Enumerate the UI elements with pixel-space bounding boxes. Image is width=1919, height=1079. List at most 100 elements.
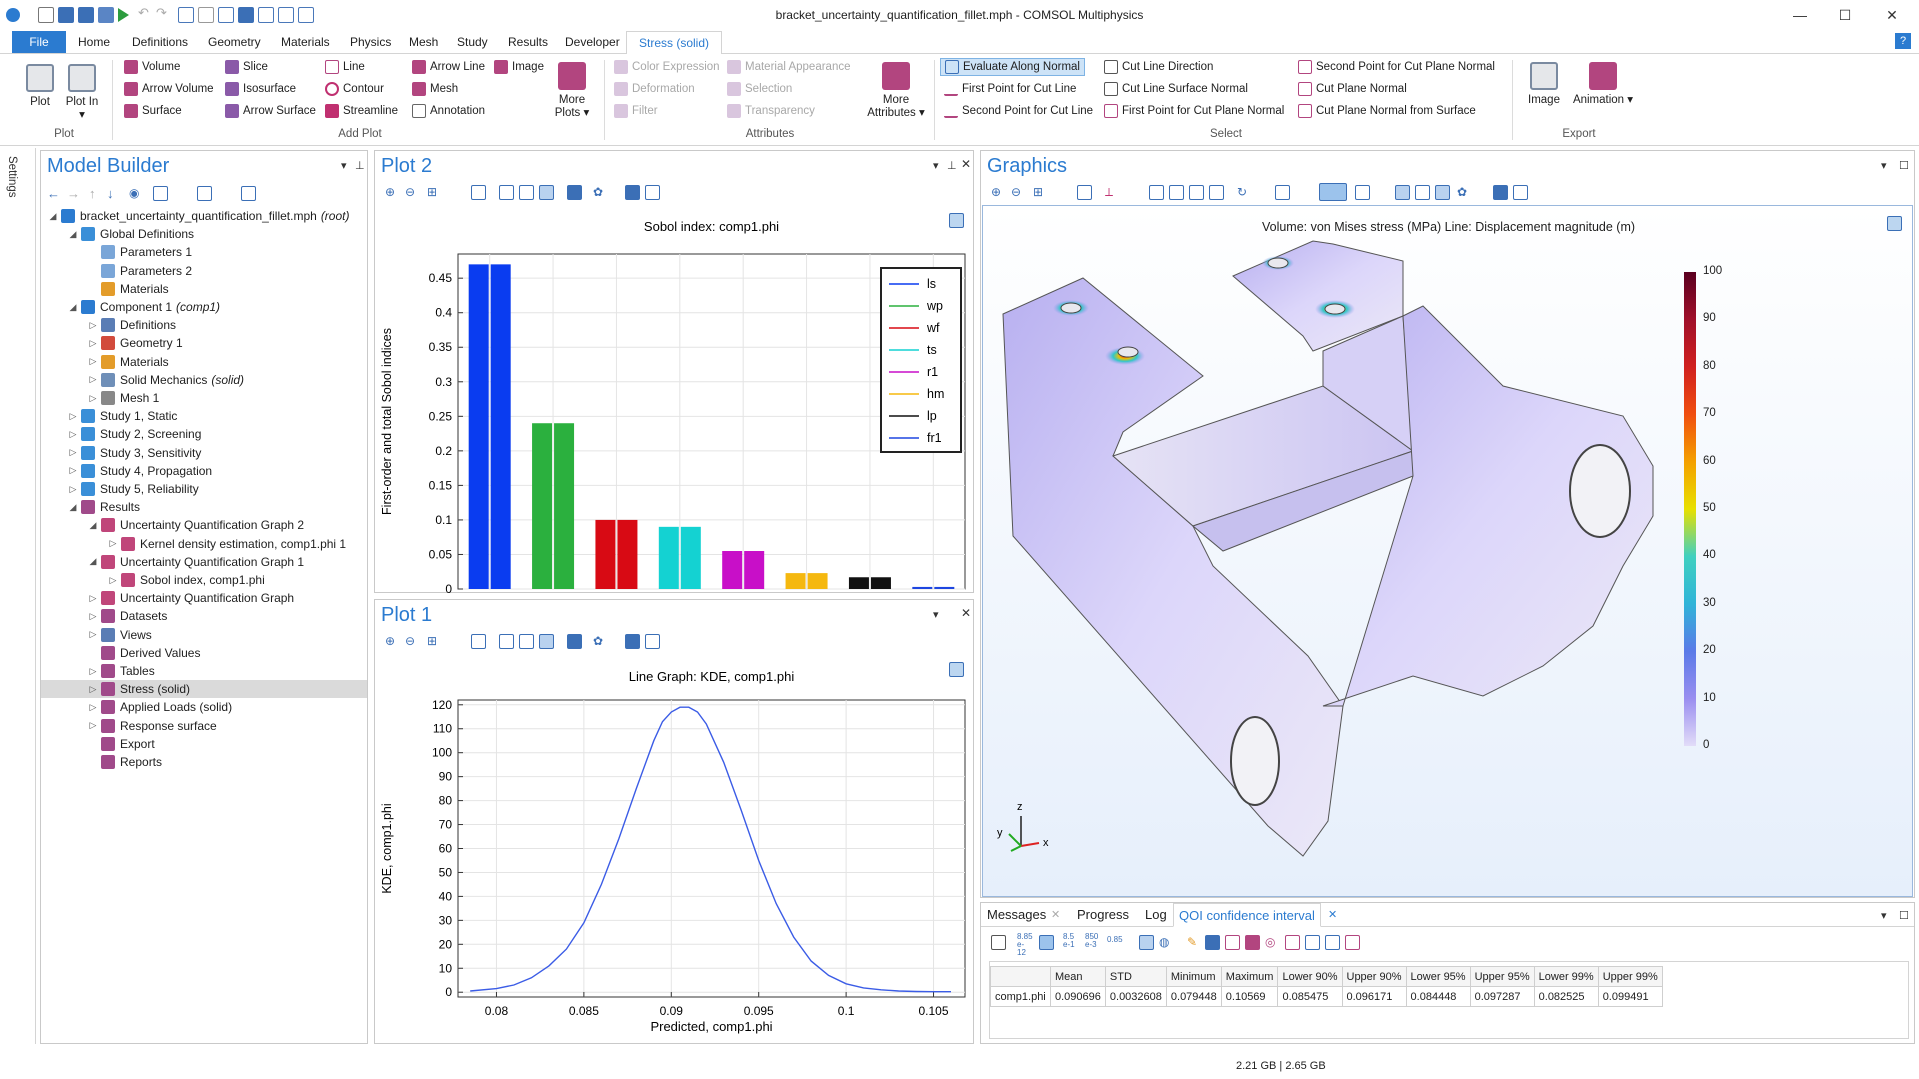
expand-arrow-icon[interactable]: ▷ <box>89 319 97 330</box>
tab-physics[interactable]: Physics <box>350 35 392 49</box>
export-table-icon[interactable] <box>1285 935 1300 950</box>
tree-item[interactable]: ▷ Study 5, Reliability <box>41 480 367 498</box>
tree-item[interactable]: ▷ Response surface <box>41 717 367 735</box>
table-cell[interactable]: 0.099491 <box>1597 986 1663 1007</box>
add-arrow-volume-button[interactable]: Arrow Volume <box>124 82 214 96</box>
expand-arrow-icon[interactable]: ▷ <box>69 465 77 476</box>
transparency-toggle-icon[interactable] <box>1355 185 1370 200</box>
panel-menu-icon[interactable]: ▾ <box>933 609 939 621</box>
table-cell[interactable]: Upper 99% <box>1597 966 1663 987</box>
table-cell[interactable]: Upper 90% <box>1341 966 1407 987</box>
tab-progress[interactable]: Progress <box>1077 907 1130 922</box>
plot-button[interactable]: Plot <box>22 64 58 109</box>
more-plots-button[interactable]: More Plots ▾ <box>550 62 594 120</box>
zoom-in-icon[interactable]: ⊕ <box>991 185 1002 199</box>
collapse-icon[interactable] <box>153 186 168 201</box>
tab-home[interactable]: Home <box>78 35 111 49</box>
axis-icon[interactable] <box>539 634 554 649</box>
camera-icon[interactable] <box>1493 185 1508 200</box>
expand-arrow-icon[interactable]: ▷ <box>69 447 77 458</box>
build-all-icon[interactable] <box>278 7 294 23</box>
duplicate-icon[interactable] <box>218 7 234 23</box>
expand-arrow-icon[interactable]: ▷ <box>89 337 97 348</box>
axis-icon[interactable] <box>539 185 554 200</box>
camera-icon[interactable] <box>625 185 640 200</box>
table-cell[interactable]: STD <box>1104 966 1167 987</box>
tab-log[interactable]: Log <box>1145 907 1167 922</box>
cut-line-surface-normal-button[interactable]: Cut Line Surface Normal <box>1104 82 1248 96</box>
tree-item[interactable]: ▷ Stress (solid) <box>41 680 367 699</box>
tree-item[interactable]: ◢ Results <box>41 498 367 516</box>
tree-item[interactable]: ▷ Solid Mechanics (solid) <box>41 371 367 389</box>
back-icon[interactable]: ← <box>47 186 60 201</box>
view-yz-icon[interactable] <box>1169 185 1184 200</box>
settings-gear-icon[interactable]: ✿ <box>593 185 604 199</box>
tree-item[interactable]: ◢ Uncertainty Quantification Graph 2 <box>41 516 367 534</box>
zoom-dropdown-icon[interactable] <box>298 7 314 23</box>
compute-icon[interactable] <box>118 8 129 22</box>
add-contour-button[interactable]: Contour <box>325 82 384 96</box>
graphics-canvas[interactable]: Volume: von Mises stress (MPa) Line: Dis… <box>982 205 1913 897</box>
expand-arrow-icon[interactable]: ▷ <box>89 665 97 676</box>
cut-line-direction-button[interactable]: Cut Line Direction <box>1104 60 1213 74</box>
table-layout-icon[interactable] <box>1345 935 1360 950</box>
evaluate-along-normal-button[interactable]: Evaluate Along Normal <box>940 58 1085 76</box>
legend-icon[interactable] <box>519 634 534 649</box>
tab-study[interactable]: Study <box>457 35 488 49</box>
show-icon[interactable]: ◉ <box>129 186 140 200</box>
tree-item[interactable]: ◢ bracket_uncertainty_quantification_fill… <box>41 207 367 225</box>
collapse-arrow-icon[interactable]: ◢ <box>49 210 57 221</box>
delete-icon[interactable] <box>238 7 254 23</box>
settings-side-tab[interactable]: Settings <box>6 156 18 198</box>
zoom-box-icon[interactable]: ⊞ <box>427 634 438 648</box>
expand-arrow-icon[interactable]: ▷ <box>89 392 97 403</box>
expand-arrow-icon[interactable]: ▷ <box>109 538 117 549</box>
table-cell[interactable]: 0.084448 <box>1405 986 1471 1007</box>
tab-stress-solid[interactable]: Stress (solid) <box>626 31 722 55</box>
table-update-icon[interactable] <box>1305 935 1320 950</box>
new-file-icon[interactable] <box>38 7 54 23</box>
cut-plane-normal-from-surface-button[interactable]: Cut Plane Normal from Surface <box>1298 104 1476 118</box>
redo-icon[interactable]: ↷ <box>156 5 167 20</box>
build-icon[interactable] <box>258 7 274 23</box>
plot2-close-button[interactable]: ✕ <box>961 157 972 171</box>
print-icon[interactable] <box>1513 185 1528 200</box>
add-volume-button[interactable]: Volume <box>124 60 180 74</box>
tab-messages[interactable]: Messages <box>987 907 1047 922</box>
tree-item[interactable]: Derived Values <box>41 644 367 662</box>
rotate-icon[interactable]: ↻ <box>1237 185 1248 199</box>
scientific-notation-icon[interactable]: 8.5 e-1 <box>1063 932 1075 949</box>
tree-item[interactable]: Materials <box>41 280 367 298</box>
legend-icon[interactable] <box>519 185 534 200</box>
material-appearance-button[interactable]: Material Appearance <box>727 60 850 74</box>
export-plot-icon[interactable] <box>949 213 964 228</box>
tab-developer[interactable]: Developer <box>565 35 620 49</box>
add-mesh-button[interactable]: Mesh <box>412 82 458 96</box>
zoom-out-icon[interactable]: ⊖ <box>1011 185 1022 199</box>
expand-arrow-icon[interactable]: ▷ <box>89 610 97 621</box>
export-plot-icon[interactable] <box>949 662 964 677</box>
table-options-icon[interactable] <box>1325 935 1340 950</box>
zoom-extents-icon[interactable] <box>1077 185 1092 200</box>
open-file-icon[interactable] <box>58 7 74 23</box>
table-graph-icon[interactable] <box>1139 935 1154 950</box>
plot-in-button[interactable]: Plot In ▾ <box>64 64 100 122</box>
panel-menu-icon[interactable]: ▾ <box>341 160 347 172</box>
table-cell[interactable]: Mean <box>1050 966 1106 987</box>
close-qoi-tab-icon[interactable]: ✕ <box>1328 909 1338 921</box>
lock-icon[interactable] <box>567 185 582 200</box>
collapse-arrow-icon[interactable]: ◢ <box>69 228 77 239</box>
tree-item[interactable]: ◢ Global Definitions <box>41 225 367 243</box>
delete-table-icon[interactable] <box>1205 935 1220 950</box>
view-3d-icon[interactable] <box>1209 185 1224 200</box>
undo-icon[interactable]: ↶ <box>138 5 149 20</box>
tree-item[interactable]: ▷ Views <box>41 626 367 644</box>
expand-arrow-icon[interactable]: ▷ <box>89 374 97 385</box>
tree-item[interactable]: ▷ Geometry 1 <box>41 334 367 352</box>
zoom-extents-icon[interactable] <box>471 634 486 649</box>
tree-item[interactable]: ▷ Definitions <box>41 316 367 334</box>
print-icon[interactable] <box>645 634 660 649</box>
tab-results[interactable]: Results <box>508 35 549 49</box>
view-options-icon[interactable] <box>241 186 256 201</box>
panel-menu-icon[interactable]: ▾ <box>1881 910 1887 922</box>
